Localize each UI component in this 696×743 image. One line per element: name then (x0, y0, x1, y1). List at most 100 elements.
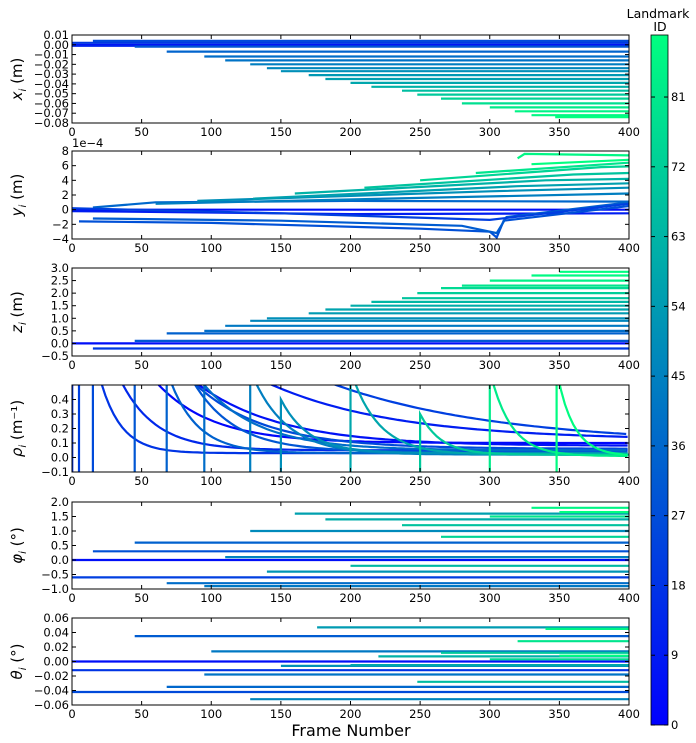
y-tick-label: −2 (52, 217, 69, 231)
x-tick-label: 350 (548, 358, 570, 372)
colorbar-tick-label: 36 (671, 439, 686, 453)
subplot-6: 0.060.040.020.00−0.02−0.04−0.060 50 100 150… (8, 611, 640, 721)
series-line-3 (72, 385, 628, 472)
series-line-16 (555, 385, 628, 472)
y-tick-label: 0.0 (51, 553, 69, 567)
y-tick-label: 4 (62, 173, 69, 187)
y-tick-label: −0.01 (34, 48, 69, 62)
y-tick-label: 6 (62, 159, 69, 173)
x-tick-label: 250 (409, 241, 431, 255)
y-tick-label: 0.01 (43, 28, 69, 42)
subplot-1: 0.010.00−0.01−0.02−0.03−0.04−0.05−0.06−0… (8, 28, 640, 139)
y-tick-label: −0.02 (34, 669, 69, 683)
x-tick-label: 50 (134, 474, 149, 488)
x-tick-label: 350 (548, 241, 570, 255)
x-tick-label: 150 (270, 474, 292, 488)
x-tick-label: 50 (134, 358, 149, 372)
y-tick-label: 0.0 (51, 451, 69, 465)
colorbar-title-id: ID (653, 19, 666, 34)
subplot-5: 2.01.51.00.50.0−0.5−1.00 50 100 150 200 250 30… (8, 495, 640, 605)
series-line-4 (92, 201, 629, 235)
y-axis-label: xi (m) (8, 58, 29, 102)
x-tick-label: 250 (409, 125, 431, 139)
colorbar-tick-label: 63 (671, 230, 686, 244)
x-tick-label: 50 (134, 125, 149, 139)
x-tick-label: 350 (548, 707, 570, 721)
y-tick-label: 0.06 (43, 611, 69, 625)
x-tick-label: 400 (618, 241, 640, 255)
colorbar-tick-label: 81 (671, 90, 686, 104)
colorbar-tick-label: 0 (671, 718, 678, 732)
x-tick-label: 150 (270, 707, 292, 721)
x-tick-label: 100 (200, 358, 222, 372)
y-tick-label: 2 (62, 188, 69, 202)
subplots: 0.010.00−0.01−0.02−0.03−0.04−0.05−0.06−0… (8, 28, 640, 721)
y-tick-label: 0.4 (51, 393, 69, 407)
y-tick-label: −0.1 (41, 465, 69, 479)
x-tick-label: 0 (68, 707, 75, 721)
x-tick-label: 250 (409, 591, 431, 605)
colorbar-tick-label: 18 (671, 578, 686, 592)
series-line-7 (155, 192, 629, 205)
colorbar-tick-label: 9 (671, 648, 678, 662)
y-tick-label: 0.02 (43, 640, 69, 654)
x-tick-label: 350 (548, 591, 570, 605)
series-group (72, 506, 629, 588)
series-group (72, 626, 629, 701)
y-tick-label: 0.5 (51, 539, 69, 553)
series-line-11 (249, 385, 627, 472)
x-tick-label: 150 (270, 591, 292, 605)
series-line-15 (488, 385, 628, 472)
x-tick-label: 150 (270, 125, 292, 139)
y-tick-label: 0.1 (51, 436, 69, 450)
y-tick-label: 1.5 (51, 299, 69, 313)
x-tick-label: 250 (409, 474, 431, 488)
series-line-9 (252, 182, 629, 200)
y-tick-label: −0.02 (34, 57, 69, 71)
y-axis-label: zi (m) (8, 291, 29, 334)
y-tick-label: −0.5 (41, 568, 69, 582)
x-tick-label: 0 (68, 241, 75, 255)
y-tick-label: 2.0 (51, 286, 69, 300)
x-tick-label: 200 (340, 358, 362, 372)
x-tick-label: 400 (618, 707, 640, 721)
x-tick-label: 300 (479, 358, 501, 372)
colorbar-ticks: 0 9 18 27 36 45 54 63 72 81 (651, 90, 686, 732)
series-group (72, 152, 629, 239)
x-tick-label: 0 (68, 358, 75, 372)
x-tick-label: 250 (409, 707, 431, 721)
series-line-6 (72, 202, 629, 222)
x-tick-label: 50 (134, 241, 149, 255)
y-tick-label: 1.0 (51, 311, 69, 325)
x-tick-label: 400 (618, 474, 640, 488)
x-tick-label: 0 (68, 474, 75, 488)
y-tick-label: 0.0 (51, 336, 69, 350)
x-tick-label: 300 (479, 125, 501, 139)
y-tick-label: −0.06 (34, 96, 69, 110)
y-axis-label: ρi (m⁻¹) (8, 400, 29, 457)
x-tick-label: 200 (340, 125, 362, 139)
y-axis-label: yi (m) (8, 174, 29, 218)
y-tick-label: 3.0 (51, 261, 69, 275)
x-tick-label: 100 (200, 707, 222, 721)
x-tick-label: 200 (340, 707, 362, 721)
colorbar-gradient (650, 34, 669, 726)
x-tick-label: 100 (200, 241, 222, 255)
x-tick-label: 0 (68, 125, 75, 139)
y-tick-label: 0.00 (43, 38, 69, 52)
y-tick-label: 0.04 (43, 626, 69, 640)
series-line-15 (531, 158, 629, 166)
y-tick-label: 2.5 (51, 274, 69, 288)
y-tick-label: −0.08 (34, 116, 69, 130)
x-tick-label: 350 (548, 474, 570, 488)
y-tick-label: −0.06 (34, 698, 69, 712)
y-tick-label: −0.03 (34, 67, 69, 81)
y-tick-label: −0.04 (34, 77, 69, 91)
x-tick-label: 50 (134, 707, 149, 721)
x-tick-label: 400 (618, 591, 640, 605)
x-tick-label: 150 (270, 241, 292, 255)
y-tick-label: 0.2 (51, 422, 69, 436)
x-tick-label: 300 (479, 241, 501, 255)
x-tick-label: 350 (548, 125, 570, 139)
